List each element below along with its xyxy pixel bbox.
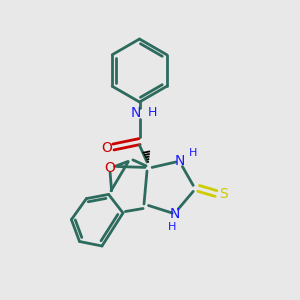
Text: N: N — [131, 106, 141, 120]
Text: O: O — [101, 142, 112, 155]
Text: N: N — [169, 208, 180, 221]
Text: H: H — [189, 148, 197, 158]
Text: S: S — [219, 187, 228, 200]
Text: H: H — [167, 221, 176, 232]
Text: N: N — [174, 154, 184, 168]
Text: O: O — [105, 161, 116, 175]
Text: H: H — [147, 106, 157, 119]
